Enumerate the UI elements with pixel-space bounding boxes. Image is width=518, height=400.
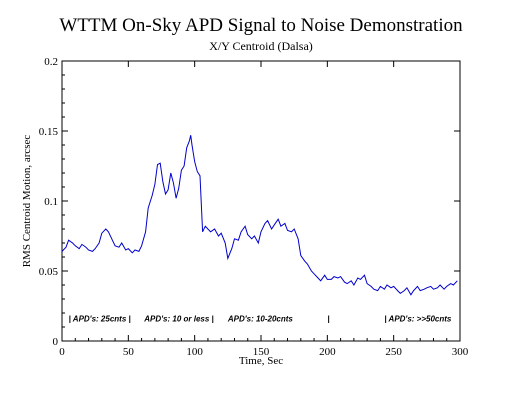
x-tick-label: 200 (319, 346, 336, 358)
x-axis: 0 50 100 150 200 250 300 (59, 61, 469, 358)
x-tick-label: 0 (59, 346, 65, 358)
series-line (61, 135, 458, 296)
y-tick-label: 0 (53, 336, 59, 348)
y-tick-label: 0.15 (39, 126, 59, 138)
y-tick-label: 0.1 (44, 196, 58, 208)
plot-frame (61, 60, 461, 342)
x-tick-label: 150 (253, 346, 270, 358)
annotation-4: | APD's: >>50cnts (384, 314, 452, 323)
y-tick-label: 0.05 (39, 266, 59, 278)
annotations: | APD's: 25cnts | APD's: 10 or less | APD'… (69, 314, 452, 323)
x-tick-label: 50 (123, 346, 135, 358)
chart-title: WTTM On-Sky APD Signal to Noise Demonstr… (59, 15, 463, 36)
y-axis-label: RMS Centroid Motion, arcsec (21, 135, 33, 268)
annotation-1: APD's: 10 or less | (143, 314, 214, 323)
x-tick-label: 300 (452, 346, 469, 358)
y-tick-label: 0.2 (44, 56, 58, 68)
annotation-3: | (327, 314, 329, 323)
x-axis-label: Time, Sec (239, 355, 283, 367)
chart-subtitle: X/Y Centroid (Dalsa) (209, 39, 313, 53)
y-axis: 0 0.05 0.1 0.15 0.2 (39, 56, 460, 348)
x-tick-label: 100 (186, 346, 203, 358)
annotation-0: | APD's: 25cnts | (69, 314, 131, 323)
annotation-2: APD's: 10-20cnts (227, 314, 294, 323)
x-tick-label: 250 (385, 346, 402, 358)
